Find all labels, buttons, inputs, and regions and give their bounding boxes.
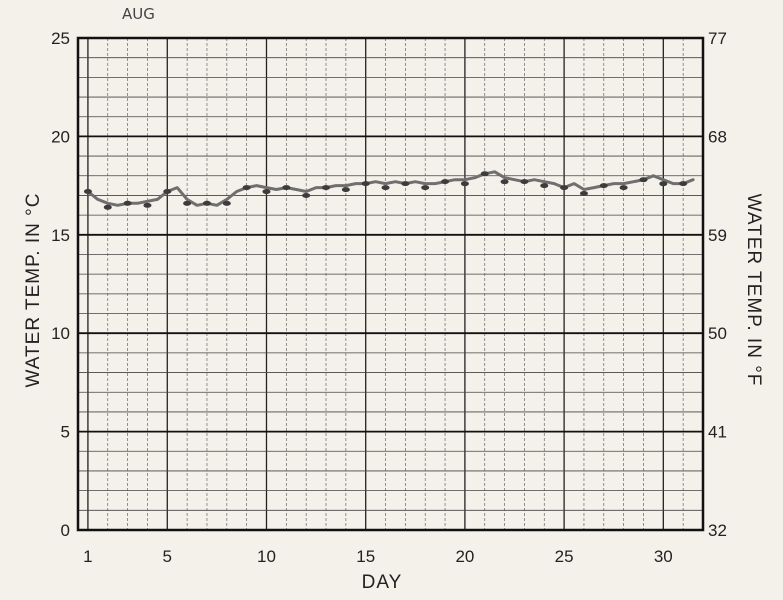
series-point bbox=[421, 185, 430, 191]
series-point bbox=[103, 204, 112, 210]
y-right-tick-label: 68 bbox=[708, 127, 727, 146]
y-right-tick-label: 32 bbox=[708, 521, 727, 540]
series-point bbox=[500, 179, 509, 185]
y-tick-label: 20 bbox=[51, 127, 70, 146]
data-series bbox=[83, 170, 695, 210]
y-tick-label: 0 bbox=[61, 521, 70, 540]
x-tick-labels: 1 5 10 15 20 25 30 bbox=[83, 547, 673, 566]
y-tick-label: 15 bbox=[51, 226, 70, 245]
series-point bbox=[619, 185, 628, 191]
series-point bbox=[222, 200, 231, 206]
x-tick-label: 30 bbox=[654, 547, 673, 566]
series-point bbox=[560, 185, 569, 191]
series-point bbox=[639, 177, 648, 183]
series-point bbox=[83, 189, 92, 195]
y-right-tick-label: 59 bbox=[708, 226, 727, 245]
series-point bbox=[460, 181, 469, 187]
series-point bbox=[341, 187, 350, 193]
series-point bbox=[520, 179, 529, 185]
y-axis-title: WATER TEMP. IN °C bbox=[23, 193, 44, 388]
series-point bbox=[163, 189, 172, 195]
series-point bbox=[262, 189, 271, 195]
y-tick-labels: 0 5 10 15 20 25 bbox=[51, 29, 70, 540]
x-axis-title: DAY bbox=[362, 572, 403, 593]
plot-frame bbox=[76, 36, 705, 532]
y-right-tick-labels: 32 41 50 59 68 77 bbox=[708, 29, 727, 540]
series-line bbox=[86, 170, 695, 207]
series-point bbox=[659, 181, 668, 187]
series-point bbox=[599, 183, 608, 189]
y-tick-label: 10 bbox=[51, 324, 70, 343]
series-point bbox=[361, 181, 370, 187]
x-tick-label: 25 bbox=[555, 547, 574, 566]
series-point bbox=[322, 185, 331, 191]
series-point bbox=[540, 183, 549, 189]
y-right-axis-title: WATER TEMP. IN °F bbox=[743, 194, 764, 387]
series-point bbox=[381, 185, 390, 191]
series-point bbox=[480, 171, 489, 177]
x-tick-label: 20 bbox=[455, 547, 474, 566]
series-point bbox=[441, 179, 450, 185]
series-point bbox=[202, 200, 211, 206]
series-point bbox=[579, 191, 588, 197]
x-tick-label: 15 bbox=[356, 547, 375, 566]
y-right-tick-label: 77 bbox=[708, 29, 727, 48]
x-tick-label: 5 bbox=[163, 547, 172, 566]
series-point bbox=[401, 181, 410, 187]
month-annotation: AUG bbox=[122, 5, 155, 23]
series-point bbox=[242, 185, 251, 191]
series-point bbox=[282, 185, 291, 191]
series-point bbox=[183, 200, 192, 206]
y-tick-label: 25 bbox=[51, 29, 70, 48]
y-right-tick-label: 41 bbox=[708, 423, 727, 442]
series-point bbox=[143, 202, 152, 208]
series-point bbox=[302, 193, 311, 199]
x-tick-label: 10 bbox=[257, 547, 276, 566]
series-point bbox=[123, 200, 132, 206]
chart-grid bbox=[78, 37, 703, 531]
series-point bbox=[679, 181, 688, 187]
y-tick-label: 5 bbox=[61, 423, 70, 442]
x-tick-label: 1 bbox=[83, 547, 92, 566]
y-right-tick-label: 50 bbox=[708, 324, 727, 343]
